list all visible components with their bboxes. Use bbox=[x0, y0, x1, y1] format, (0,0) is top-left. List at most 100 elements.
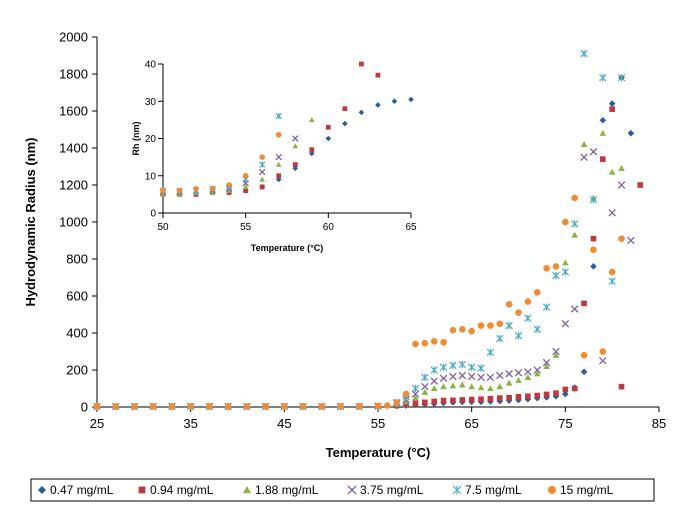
data-point bbox=[599, 348, 607, 355]
x-axis-title: Temperature (°C) bbox=[326, 445, 431, 460]
data-point bbox=[580, 141, 588, 147]
data-point bbox=[589, 147, 598, 156]
data-point bbox=[608, 208, 616, 217]
data-point bbox=[458, 371, 467, 380]
data-point bbox=[617, 181, 626, 189]
inset-data-point bbox=[292, 162, 298, 167]
inset-data-point bbox=[359, 61, 364, 67]
data-point bbox=[627, 129, 635, 137]
data-point bbox=[580, 153, 588, 162]
data-point bbox=[421, 388, 429, 395]
inset-data-point bbox=[242, 184, 249, 190]
data-point bbox=[459, 397, 466, 403]
data-point bbox=[571, 385, 578, 392]
data-point bbox=[486, 373, 495, 382]
data-point bbox=[496, 320, 504, 328]
inset-y-axis-title: Rh (nm) bbox=[131, 122, 141, 156]
inset-y-tick-label: 10 bbox=[145, 171, 157, 182]
data-point bbox=[439, 374, 448, 383]
data-point bbox=[515, 309, 522, 316]
inset-plot: 50 55 60 65 0 10 20 30 40 Temperature (°C) Rh (nm) bbox=[131, 60, 417, 254]
y-tick-label: 1200 bbox=[59, 178, 88, 193]
legend-marker bbox=[138, 486, 146, 494]
data-point bbox=[608, 268, 616, 276]
data-point bbox=[411, 390, 420, 398]
data-point bbox=[514, 369, 523, 377]
inset-data-point bbox=[275, 176, 282, 183]
data-point bbox=[187, 403, 194, 410]
data-point bbox=[477, 384, 485, 391]
data-point bbox=[609, 106, 615, 112]
data-point bbox=[468, 383, 475, 390]
data-point bbox=[618, 165, 625, 171]
y-tick-label: 600 bbox=[66, 289, 88, 304]
data-point bbox=[533, 325, 541, 334]
y-tick-label: 400 bbox=[66, 326, 88, 341]
data-point bbox=[440, 383, 447, 390]
inset-data-point bbox=[259, 176, 265, 182]
legend-box bbox=[30, 478, 655, 502]
data-point bbox=[580, 49, 588, 58]
data-point bbox=[224, 403, 232, 410]
inset-data-point bbox=[408, 96, 414, 103]
legend-label: 0.47 mg/mL bbox=[50, 483, 114, 497]
data-point bbox=[534, 392, 541, 399]
inset-data-point bbox=[275, 153, 282, 161]
data-point bbox=[496, 371, 504, 380]
inset-x-axis-title: Temperature (°C) bbox=[251, 243, 323, 253]
y-tick-label: 800 bbox=[66, 252, 88, 267]
data-point bbox=[514, 332, 523, 340]
data-point bbox=[449, 326, 457, 334]
data-point bbox=[243, 403, 251, 410]
inset-data-point bbox=[309, 117, 315, 123]
data-point bbox=[412, 340, 419, 348]
legend-entry: 15 mg/mL bbox=[548, 483, 614, 497]
data-point bbox=[618, 235, 625, 242]
data-point bbox=[590, 246, 597, 254]
data-point bbox=[403, 401, 409, 408]
data-point bbox=[393, 399, 401, 406]
inset-series-15-mg-ml bbox=[160, 131, 282, 194]
legend-label: 15 mg/mL bbox=[560, 483, 614, 497]
data-point bbox=[281, 403, 288, 410]
data-point bbox=[599, 116, 607, 124]
data-point bbox=[439, 363, 448, 371]
x-tick-label: 55 bbox=[371, 416, 385, 431]
data-point bbox=[206, 403, 213, 410]
data-point bbox=[543, 391, 550, 398]
data-point bbox=[449, 361, 457, 370]
data-point bbox=[430, 366, 438, 374]
data-point bbox=[590, 235, 597, 242]
data-point bbox=[486, 348, 495, 357]
data-point bbox=[430, 377, 438, 385]
data-point bbox=[599, 73, 607, 82]
data-point bbox=[515, 396, 522, 404]
inset-x-tick-label: 55 bbox=[240, 222, 252, 233]
data-point bbox=[477, 322, 485, 329]
data-point bbox=[561, 268, 570, 276]
data-point bbox=[458, 360, 467, 369]
data-point bbox=[524, 374, 532, 381]
data-point bbox=[477, 373, 485, 382]
y-axis-title: Hydrodynamic Radius (nm) bbox=[23, 137, 38, 306]
data-point bbox=[112, 403, 120, 410]
x-tick-label: 85 bbox=[652, 416, 666, 431]
data-point bbox=[402, 390, 410, 398]
legend-marker bbox=[347, 485, 357, 495]
inset-data-point bbox=[292, 143, 299, 149]
data-point bbox=[542, 358, 551, 367]
data-point bbox=[590, 263, 597, 270]
data-point bbox=[412, 400, 419, 407]
data-point bbox=[467, 363, 476, 371]
data-point bbox=[580, 351, 588, 359]
data-point bbox=[430, 385, 438, 392]
legend-label: 0.94 mg/mL bbox=[150, 483, 214, 497]
data-point bbox=[524, 298, 532, 305]
data-point bbox=[440, 338, 447, 346]
x-tick-label: 65 bbox=[464, 416, 478, 431]
legend-entry: 0.47 mg/mL bbox=[38, 483, 114, 497]
legend-label: 1.88 mg/mL bbox=[255, 483, 319, 497]
data-point bbox=[478, 396, 484, 403]
data-point bbox=[608, 168, 616, 175]
